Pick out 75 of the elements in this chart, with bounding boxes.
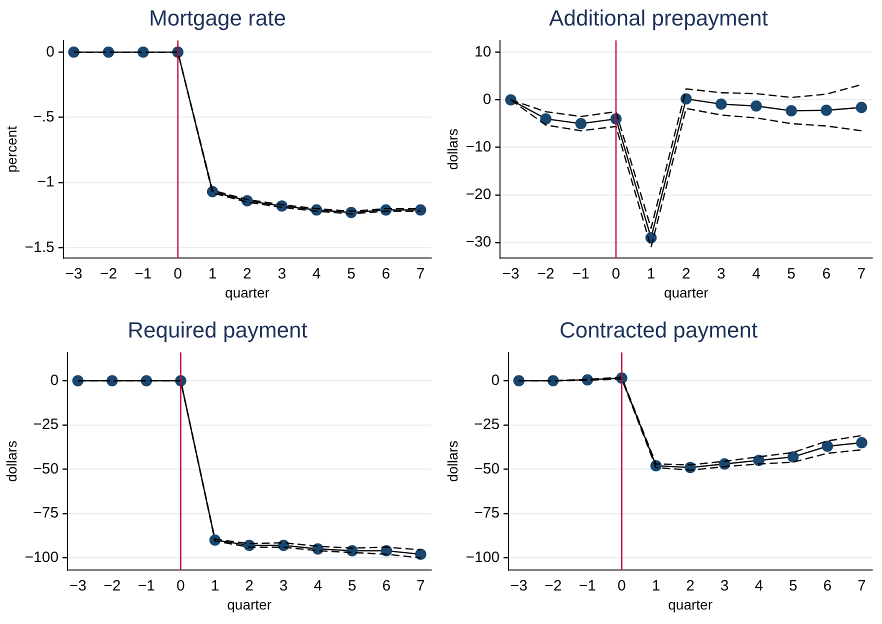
x-tick-label: 2 [682,265,690,282]
x-tick-label: 7 [858,577,866,594]
y-tick-label: 10 [474,43,492,60]
x-tick-label: 2 [686,577,694,594]
x-tick-label: −2 [100,265,118,282]
y-axis-title: dollars [444,128,460,170]
y-tick-label: 0 [482,90,492,108]
chart-title: Required payment [128,317,308,342]
x-tick-label: 3 [278,265,286,282]
x-tick-label: −2 [537,265,554,282]
y-tick-label: −30 [466,234,492,251]
x-tick-label: 6 [823,577,832,594]
x-tick-label: 6 [382,265,390,282]
x-tick-label: −3 [69,577,86,594]
x-axis-title: quarter [668,596,713,612]
x-tick-label: 0 [174,265,182,282]
y-tick-label: −10 [466,138,492,156]
x-tick-label: 1 [646,265,656,282]
x-axis-title: quarter [225,284,270,300]
x-tick-label: 6 [822,265,831,282]
x-tick-label: 5 [348,577,356,594]
x-axis-title: quarter [227,596,272,612]
x-tick-label: −1 [138,577,155,594]
x-tick-label: −1 [578,577,596,594]
x-tick-label: −2 [544,577,562,594]
x-tick-label: 3 [720,577,729,594]
x-tick-label: 1 [210,577,220,594]
y-tick-label: −100 [24,548,59,566]
chart-title: Additional prepayment [549,5,768,30]
x-tick-label: 4 [312,265,321,282]
y-tick-label: 0 [46,43,54,60]
x-tick-label: −1 [572,265,590,282]
x-tick-label: 2 [243,265,252,282]
x-tick-label: 6 [382,577,391,594]
x-tick-label: 3 [717,265,726,282]
x-axis-title: quarter [664,284,709,300]
x-tick-label: −3 [65,265,82,282]
x-tick-label: 5 [787,265,796,282]
x-tick-label: 7 [416,577,425,594]
x-tick-label: 5 [347,265,356,282]
x-tick-label: 5 [788,577,798,594]
y-tick-label: −75 [474,504,500,522]
y-axis-title: dollars [3,440,20,482]
chart-title: Contracted payment [559,317,758,342]
y-tick-label: −20 [466,186,492,204]
x-tick-label: 4 [752,265,760,282]
x-tick-label: 4 [314,577,322,594]
y-axis-title: dollars [444,440,460,482]
chart-title: Mortgage rate [149,5,286,30]
y-tick-label: 0 [491,372,500,389]
y-tick-label: −1 [37,174,54,191]
y-tick-label: −25 [474,416,500,434]
x-tick-label: −2 [104,577,121,594]
y-tick-label: −100 [466,548,500,566]
x-tick-label: 0 [176,577,185,594]
x-tick-label: 7 [857,265,866,282]
y-tick-label: −1.5 [24,238,54,256]
y-tick-label: −50 [33,460,59,478]
y-tick-label: −25 [33,416,59,434]
x-tick-label: 0 [612,265,620,282]
x-tick-label: −3 [510,577,528,594]
x-tick-label: 3 [279,577,288,594]
x-tick-label: 1 [652,577,660,594]
y-tick-label: −75 [33,504,59,522]
y-axis-title: percent [3,126,20,173]
x-tick-label: −1 [134,265,152,282]
y-tick-label: −.5 [33,108,54,126]
x-tick-label: 7 [416,265,425,282]
x-tick-label: 1 [208,265,217,282]
x-tick-label: −3 [502,265,520,282]
y-tick-label: 0 [50,372,59,389]
x-tick-label: 0 [618,577,626,594]
x-tick-label: 4 [754,577,764,594]
x-tick-label: 2 [245,577,254,594]
y-tick-label: −50 [474,460,500,478]
